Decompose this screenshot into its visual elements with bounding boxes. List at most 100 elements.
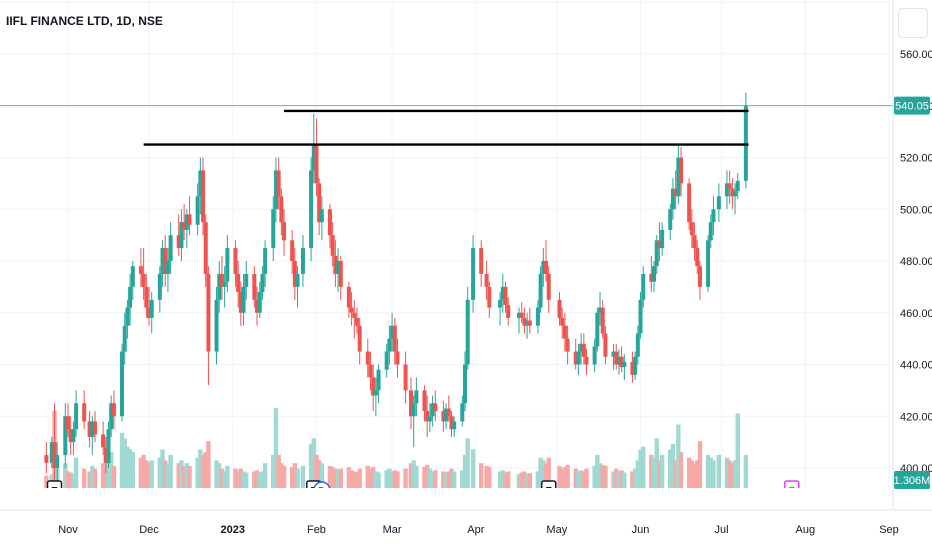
volume-bar	[522, 471, 527, 488]
candle-body	[101, 434, 106, 448]
volume-bar	[125, 446, 130, 488]
candle-body	[465, 299, 470, 365]
candle-body	[176, 235, 181, 249]
volume-bar	[389, 471, 395, 488]
candle-body	[263, 248, 268, 274]
volume-bar	[678, 452, 684, 488]
volume-bar	[376, 472, 381, 488]
volume-bar	[276, 454, 281, 488]
price-tick-label: 460.00	[900, 308, 932, 320]
volume-bar	[100, 463, 106, 488]
symbol-title[interactable]: IIFL FINANCE LTD, 1D, NSE	[6, 14, 163, 28]
time-tick-label: Jul	[715, 524, 729, 536]
candle-body	[562, 325, 567, 339]
volume-bar	[109, 452, 114, 488]
volume-bar	[433, 470, 438, 488]
candle-body	[244, 273, 249, 287]
volume-bar	[484, 465, 489, 488]
volume-bar	[735, 413, 740, 488]
dividend-marker[interactable]: D	[313, 481, 331, 498]
volume-bar	[546, 457, 551, 488]
volume-bar	[716, 454, 722, 488]
candle-body	[414, 390, 419, 404]
candle-body	[522, 317, 527, 326]
volume-bar	[262, 463, 268, 488]
candle-body	[519, 312, 524, 318]
time-tick-label: Feb	[307, 524, 326, 536]
candle-body	[319, 209, 324, 223]
candle-body	[689, 222, 694, 236]
volume-bar	[311, 438, 316, 488]
candle-body	[125, 307, 130, 326]
volume-bar	[657, 460, 662, 488]
volume-bar	[333, 468, 338, 488]
volume-bar	[465, 438, 470, 488]
time-tick-label: Mar	[383, 524, 402, 536]
volume-bar	[449, 468, 454, 488]
candle-body	[390, 325, 395, 339]
earnings-marker[interactable]: E	[540, 480, 557, 499]
volume-bar	[141, 454, 146, 488]
volume-bar	[308, 443, 314, 488]
price-tick-label: 420.00	[900, 411, 932, 423]
candle-body	[670, 188, 675, 210]
volume-bar	[689, 460, 695, 488]
volume-bar	[349, 470, 354, 488]
candle-body	[222, 281, 227, 287]
candle-body	[333, 255, 338, 274]
earnings-marker[interactable]: E	[784, 480, 800, 499]
marker-shape	[313, 481, 331, 488]
marker-shape	[784, 480, 800, 488]
candle-body	[66, 416, 70, 430]
candle-body	[120, 351, 125, 417]
volume-bar	[273, 408, 279, 488]
volume-bar	[195, 457, 200, 488]
volume-bar	[516, 474, 522, 488]
candle-body	[44, 455, 49, 463]
volume-bar	[557, 465, 562, 488]
volume-bar	[149, 460, 154, 488]
candle-body	[236, 273, 241, 293]
volume-bar	[260, 471, 265, 488]
candle-body	[546, 273, 551, 300]
volume-bar	[427, 468, 433, 488]
candle-body	[346, 286, 351, 308]
candle-body	[652, 266, 657, 282]
earnings-marker[interactable]: E	[46, 480, 63, 499]
candle-body	[525, 320, 530, 326]
volume-bar	[92, 468, 98, 488]
candle-body	[706, 240, 711, 287]
candle-body	[276, 170, 281, 197]
chart-settings-button[interactable]	[898, 8, 928, 38]
volume-bar	[622, 472, 627, 488]
volume-bar	[603, 465, 608, 488]
candle-body	[711, 209, 716, 223]
volume-bar	[470, 449, 476, 488]
candle-body	[63, 416, 68, 456]
candle-body	[214, 299, 219, 352]
candle-body	[487, 286, 492, 308]
volume-bar	[632, 468, 638, 488]
volume-bar	[462, 454, 468, 488]
volume-bar	[595, 454, 600, 488]
candle-body	[654, 240, 659, 267]
volume-bar	[184, 463, 190, 488]
last-volume-badge	[894, 471, 930, 489]
volume-bar	[65, 471, 71, 488]
volume-bar	[573, 468, 578, 488]
last-volume-label: 1.306M	[894, 475, 931, 487]
candle-body	[471, 248, 476, 300]
volume-bar	[670, 443, 676, 488]
volume-bar	[576, 471, 581, 488]
candle-body	[384, 351, 389, 370]
volume-bar	[354, 472, 360, 488]
candle-body	[295, 273, 300, 287]
candle-body	[238, 292, 243, 313]
volume-bar	[441, 471, 446, 488]
candle-body	[697, 266, 702, 287]
price-tick-label: 560.00	[900, 49, 932, 61]
candle-body	[368, 364, 373, 378]
candle-body	[163, 248, 168, 274]
